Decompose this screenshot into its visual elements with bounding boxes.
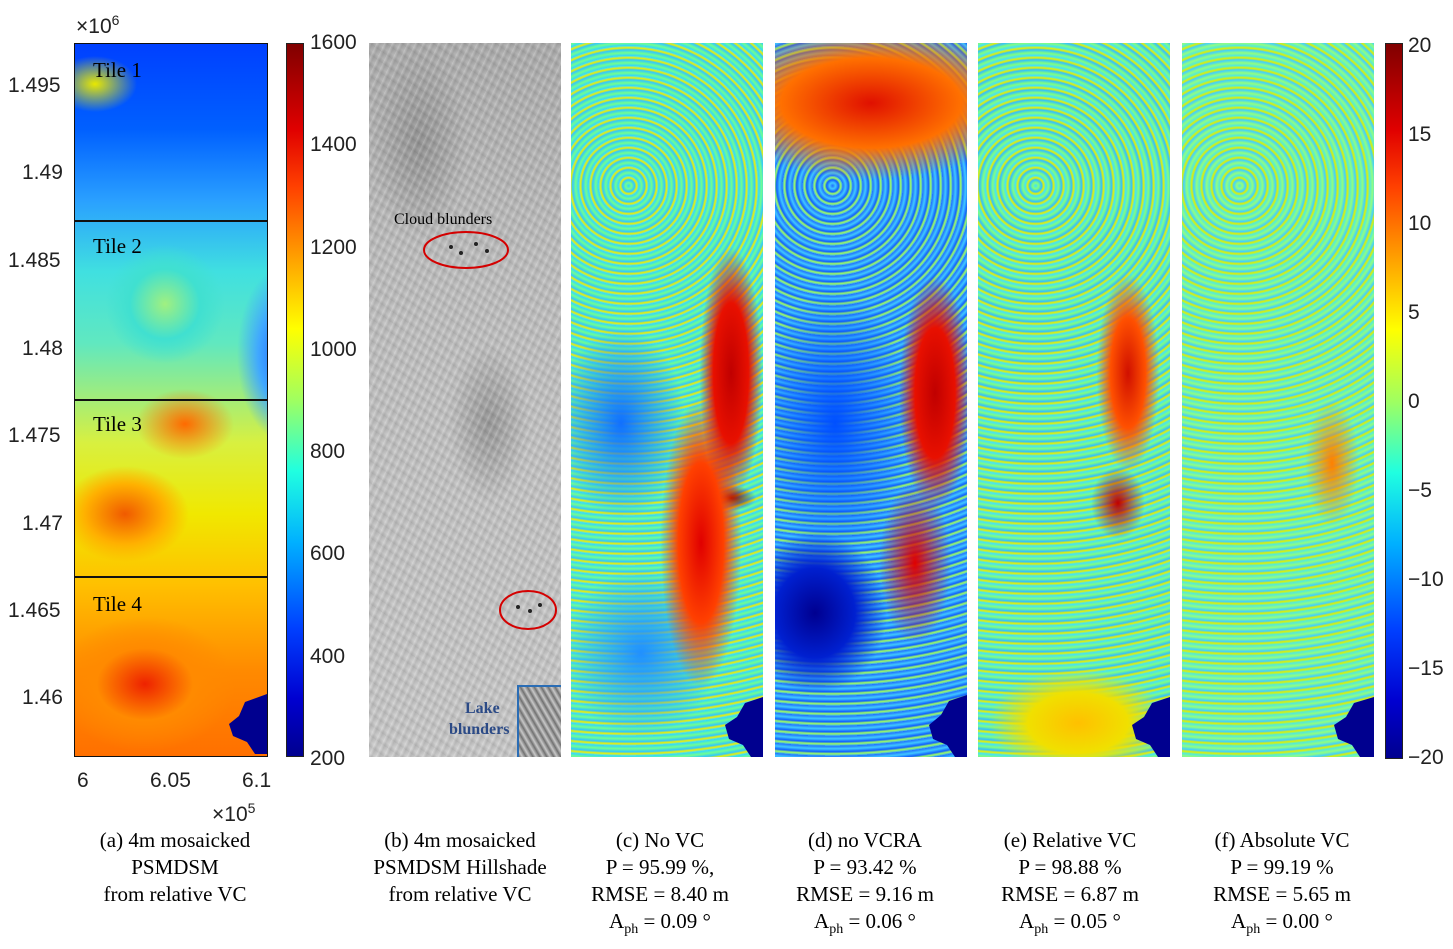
cbar-tick-label: 0 [1408,390,1420,413]
lake-label: blunders [449,721,510,738]
cbar-tick-label: 20 [1408,34,1432,57]
cbar-tick-label: −5 [1408,479,1432,502]
y-tick-label: 1.49 [22,161,63,184]
lake-shape [229,694,267,754]
x-tick-label: 6.05 [150,769,191,792]
panel-f-absolute-vc [1182,43,1374,757]
y-tick-label: 1.465 [8,599,61,622]
cbar-tick-label: 10 [1408,212,1432,235]
cbar-tick-label: 5 [1408,301,1420,324]
tile-1-label: Tile 1 [93,58,142,82]
tile-boundary [75,576,267,578]
cloud-blunders-ellipse-2 [499,590,557,630]
panel-c-no-vc [571,43,763,757]
cbar-tick-label: 400 [310,645,346,668]
cloud-blunders-ellipse [423,231,509,269]
cbar-tick-label: 1200 [310,236,357,259]
cbar-tick-label: 800 [310,440,346,463]
y-tick-label: 1.46 [22,686,63,709]
cbar-tick-label: 1000 [310,338,357,361]
tile-boundary [75,399,267,401]
cbar-tick-label: 600 [310,542,346,565]
caption-e: (e) Relative VC P = 98.88 % RMSE = 6.87 m … [1001,828,1139,938]
y-exponent: ×106 [76,12,120,38]
lake-blunders-box [517,685,561,757]
tile-2-label: Tile 2 [93,234,142,258]
y-tick-label: 1.495 [8,74,61,97]
caption-c: (c) No VC P = 95.99 %, RMSE = 8.40 m Aph =… [591,828,729,938]
height-colorbar [286,43,304,757]
caption-f: (f) Absolute VC P = 99.19 % RMSE = 5.65 m … [1213,828,1351,938]
cbar-tick-label: 15 [1408,123,1432,146]
x-exponent: ×105 [212,800,256,826]
cbar-tick-label: 1600 [310,31,357,54]
lake-label: Lake [465,700,500,717]
lake-shape [725,697,763,757]
cbar-tick-label: 1400 [310,133,357,156]
panel-e-relative-vc [978,43,1170,757]
lake-shape [929,695,967,757]
cbar-tick-label: −15 [1408,657,1444,680]
y-tick-label: 1.47 [22,512,63,535]
x-tick-label: 6 [77,769,89,792]
panel-d-no-vcra [775,43,967,757]
panel-b-hillshade: Cloud blunders Lake blunders [369,43,561,757]
x-tick-label: 6.1 [242,769,272,792]
caption-b: (b) 4m mosaicked PSMDSM Hillshade from rel… [373,828,547,906]
y-tick-label: 1.475 [8,424,61,447]
difference-colorbar [1385,43,1403,759]
caption-a: (a) 4m mosaicked PSMDSM from relative VC [99,828,251,906]
tile-boundary [75,220,267,222]
panel-a-dsm-map: Tile 1 Tile 2 Tile 3 Tile 4 [74,43,268,757]
cbar-tick-label: −20 [1408,746,1444,769]
tile-3-label: Tile 3 [93,412,142,436]
y-tick-label: 1.485 [8,249,61,272]
cbar-tick-label: 200 [310,747,346,770]
cbar-tick-label: −10 [1408,568,1444,591]
cloud-blunders-label: Cloud blunders [394,211,493,228]
lake-shape [1132,697,1170,757]
lake-shape [1334,697,1374,757]
caption-d: (d) no VCRA P = 93.42 % RMSE = 9.16 m Aph … [796,828,934,938]
tile-4-label: Tile 4 [93,592,142,616]
y-tick-label: 1.48 [22,337,63,360]
